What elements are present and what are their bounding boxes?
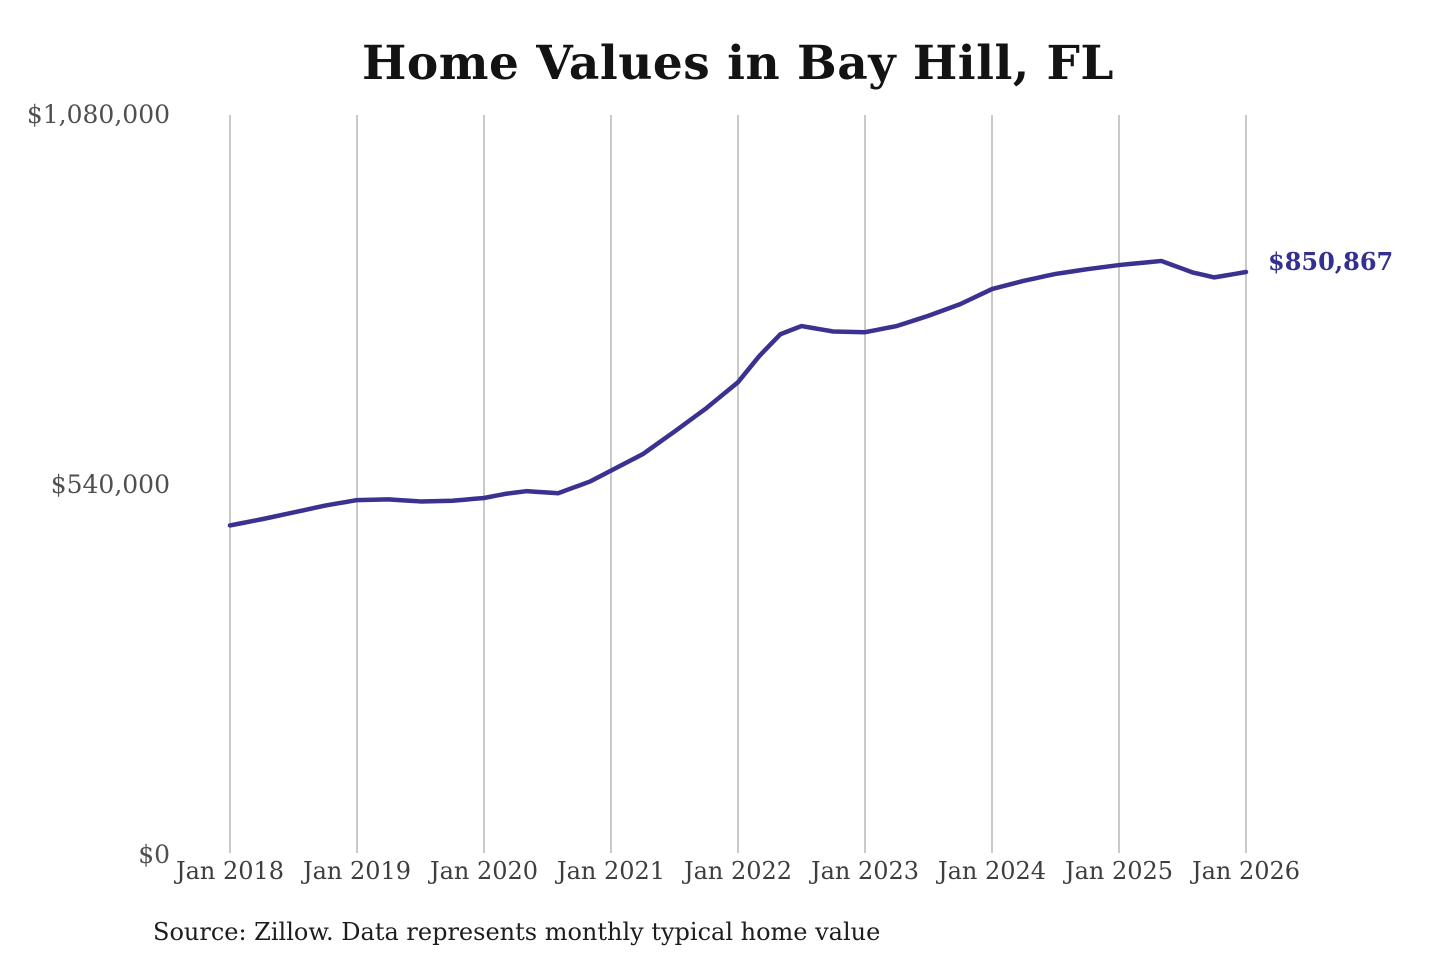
x-tick-label: Jan 2018 [175, 857, 285, 885]
x-tick-label: Jan 2019 [302, 857, 412, 885]
end-value-label: $850,867 [1268, 247, 1394, 276]
source-note: Source: Zillow. Data represents monthly … [153, 918, 881, 946]
y-tick-label-1080000: $1,080,000 [26, 100, 170, 129]
home-value-line [227, 258, 1249, 528]
y-tick-label-540000: $540,000 [50, 470, 170, 499]
gridline-group [229, 115, 1247, 853]
x-tick-label: Jan 2022 [683, 857, 793, 885]
x-tick-label: Jan 2020 [429, 857, 539, 885]
y-tick-label-0: $0 [138, 840, 170, 869]
x-tick-label: Jan 2021 [556, 857, 666, 885]
x-tick-label: Jan 2026 [1191, 857, 1301, 885]
x-tick-label: Jan 2025 [1064, 857, 1174, 885]
x-tick-label: Jan 2024 [937, 857, 1047, 885]
x-tick-label: Jan 2023 [810, 857, 920, 885]
page-title: Home Values in Bay Hill, FL [362, 36, 1114, 91]
